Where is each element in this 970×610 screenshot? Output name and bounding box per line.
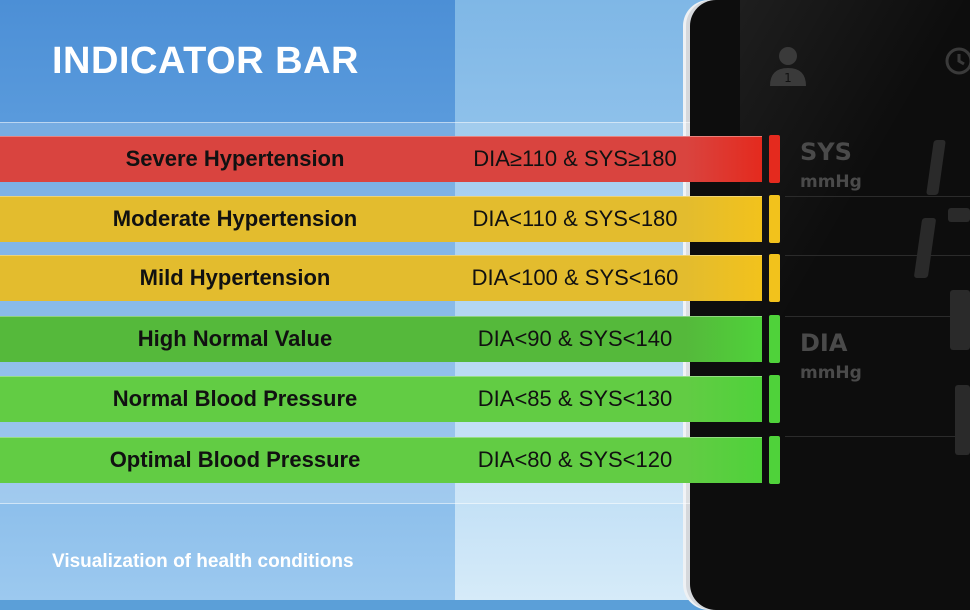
- row-label: Mild Hypertension: [139, 265, 331, 290]
- display-digit-segment: [948, 208, 970, 222]
- indicator-row: Severe Hypertension DIA≥110 & SYS≥180: [0, 136, 762, 182]
- display-separator: [785, 255, 970, 256]
- indicator-light: [769, 135, 780, 183]
- indicator-light: [769, 195, 780, 243]
- display-digit-segment: [950, 290, 970, 350]
- row-condition: DIA<80 & SYS<120: [477, 447, 673, 472]
- row-label: Severe Hypertension: [125, 146, 345, 171]
- row-label: Normal Blood Pressure: [112, 386, 358, 411]
- row-label: Optimal Blood Pressure: [109, 447, 361, 472]
- row-condition: DIA<100 & SYS<160: [471, 265, 679, 290]
- indicator-row: Normal Blood Pressure DIA<85 & SYS<130: [0, 376, 762, 422]
- sys-label: SYS: [800, 138, 852, 166]
- display-separator: [785, 436, 970, 437]
- row-condition: DIA≥110 & SYS≥180: [473, 146, 677, 171]
- monitor-device: [690, 0, 970, 610]
- display-separator: [785, 196, 970, 197]
- user-number: 1: [784, 71, 792, 85]
- display-separator: [785, 316, 970, 317]
- indicator-row: High Normal Value DIA<90 & SYS<140: [0, 316, 762, 362]
- indicator-light: [769, 254, 780, 302]
- indicator-row: Moderate Hypertension DIA<110 & SYS<180: [0, 196, 762, 242]
- user-icon: 1: [770, 47, 806, 86]
- indicator-light: [769, 436, 780, 484]
- indicator-row: Mild Hypertension DIA<100 & SYS<160: [0, 255, 762, 301]
- clock-icon: [945, 47, 970, 75]
- row-label: Moderate Hypertension: [112, 206, 358, 231]
- row-label: High Normal Value: [137, 326, 333, 351]
- footer-caption: Visualization of health conditions: [52, 551, 354, 572]
- page-title: INDICATOR BAR: [52, 40, 359, 82]
- dia-unit: mmHg: [800, 363, 862, 383]
- display-digit-segment: [955, 385, 970, 455]
- row-condition: DIA<110 & SYS<180: [472, 206, 678, 231]
- row-condition: DIA<85 & SYS<130: [477, 386, 673, 411]
- indicator-light: [769, 375, 780, 423]
- row-condition: DIA<90 & SYS<140: [477, 326, 673, 351]
- indicator-light: [769, 315, 780, 363]
- dia-label: DIA: [800, 329, 848, 357]
- sys-unit: mmHg: [800, 172, 862, 192]
- indicator-row: Optimal Blood Pressure DIA<80 & SYS<120: [0, 437, 762, 483]
